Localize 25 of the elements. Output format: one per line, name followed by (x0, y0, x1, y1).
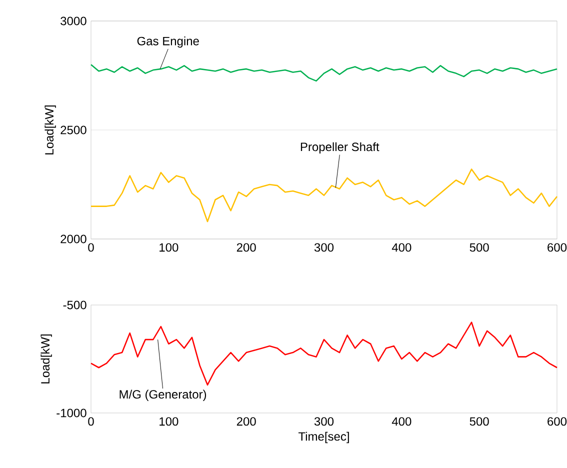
x-tick-label: 500 (470, 417, 489, 426)
x-tick-label: 300 (314, 417, 334, 426)
y-tick-label: 2500 (60, 126, 86, 134)
x-tick-label: 200 (236, 417, 256, 426)
y-tick-label: -1000 (56, 408, 86, 418)
y-axis-title: Load[kW] (40, 334, 52, 384)
x-tick-label: 400 (392, 417, 412, 426)
x-tick-label: 0 (88, 243, 94, 252)
x-tick-label: 100 (160, 243, 178, 252)
x-tick-label: 600 (548, 417, 567, 426)
annotation: Propeller Shaft (300, 142, 380, 154)
y-axis-title: Load[kW] (44, 106, 56, 154)
x-tick-label: 400 (392, 243, 412, 252)
x-tick-label: 100 (160, 417, 178, 426)
x-tick-label: 300 (314, 243, 334, 252)
x-tick-label: 600 (548, 243, 567, 252)
y-tick-label: -500 (63, 300, 86, 310)
y-tick-label: 3000 (60, 16, 86, 26)
annotation: M/G (Generator) (120, 390, 206, 401)
x-tick-label: 500 (470, 243, 489, 252)
x-tick-label: 0 (88, 417, 94, 426)
y-tick-label: 2000 (60, 234, 86, 244)
annotation: Gas Engine (137, 36, 199, 48)
x-tick-label: 200 (236, 243, 256, 252)
x-axis-title: Time[sec] (298, 432, 349, 444)
